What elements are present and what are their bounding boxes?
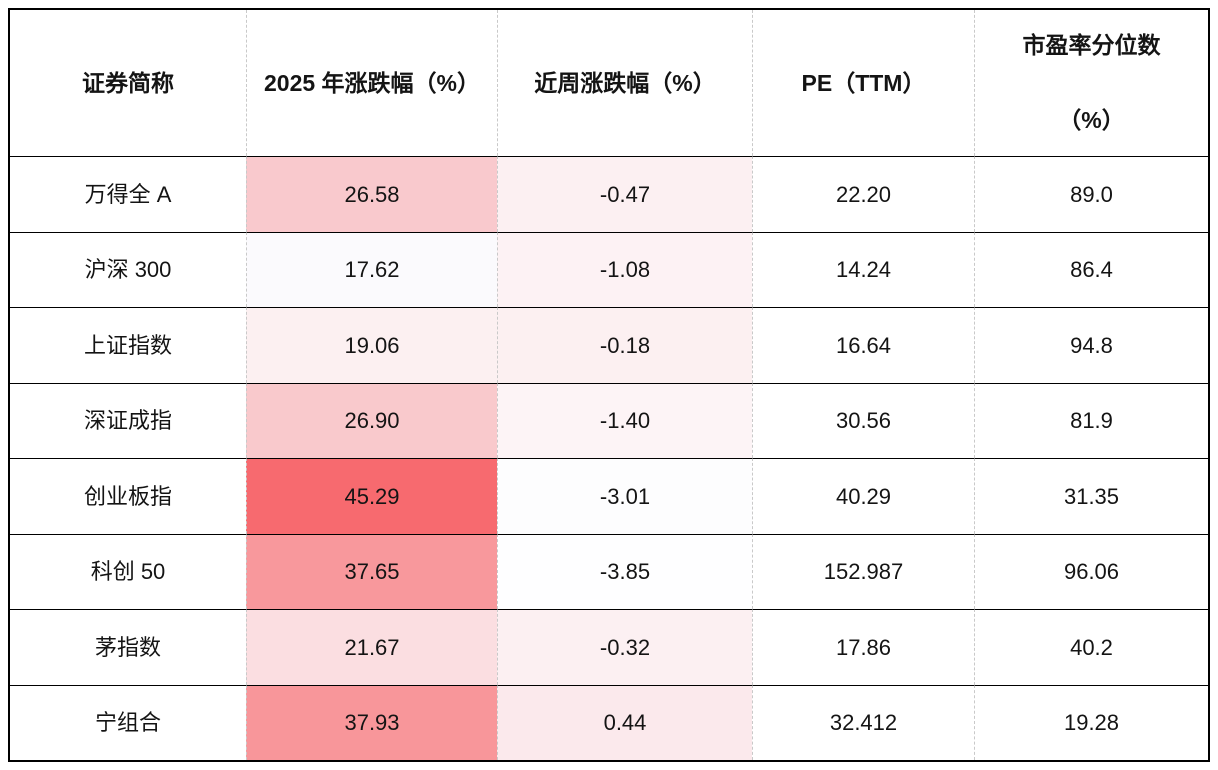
cell-pe-ttm: 17.86 [752, 609, 974, 685]
cell-name: 万得全 A [10, 156, 246, 232]
cell-week-change: 0.44 [497, 684, 752, 760]
cell-pe-percentile: 89.0 [974, 156, 1208, 232]
cell-pe-percentile: 94.8 [974, 307, 1208, 383]
cell-pe-ttm: 40.29 [752, 458, 974, 534]
cell-name: 科创 50 [10, 533, 246, 610]
header-pe-ttm: PE（TTM） [752, 10, 974, 156]
cell-ytd-change: 45.29 [246, 458, 497, 534]
cell-ytd-change: 19.06 [246, 307, 497, 383]
cell-pe-percentile: 86.4 [974, 231, 1208, 307]
cell-pe-percentile: 96.06 [974, 533, 1208, 609]
cell-name: 深证成指 [10, 382, 246, 459]
cell-week-change: -1.08 [497, 231, 752, 307]
cell-pe-ttm: 16.64 [752, 307, 974, 383]
header-security-name: 证券简称 [82, 69, 174, 96]
cell-pe-percentile: 81.9 [974, 382, 1208, 458]
cell-pe-ttm: 32.412 [752, 684, 974, 760]
cell-pe-ttm: 14.24 [752, 231, 974, 307]
cell-week-change: -1.40 [497, 382, 752, 458]
cell-pe-ttm: 22.20 [752, 156, 974, 232]
cell-pe-percentile: 31.35 [974, 458, 1208, 534]
cell-ytd-change: 17.62 [246, 231, 497, 307]
cell-name: 沪深 300 [10, 231, 246, 308]
header-ytd-change: 2025 年涨跌幅（%） [246, 10, 497, 156]
header-week-change: 近周涨跌幅（%） [497, 10, 752, 156]
cell-week-change: -0.47 [497, 156, 752, 232]
cell-pe-percentile: 19.28 [974, 684, 1208, 760]
cell-ytd-change: 37.93 [246, 684, 497, 760]
cell-ytd-change: 21.67 [246, 609, 497, 685]
cell-ytd-change: 26.58 [246, 156, 497, 232]
header-pe-percentile-line1: 市盈率分位数 [1022, 32, 1161, 59]
index-performance-table: 证券简称 2025 年涨跌幅（%） 近周涨跌幅（%） PE（TTM） 市盈率分位… [8, 8, 1210, 762]
cell-name: 茅指数 [10, 609, 246, 685]
cell-week-change: -3.01 [497, 458, 752, 534]
header-pe-percentile: 市盈率分位数 （%） [974, 10, 1208, 156]
cell-name: 上证指数 [10, 307, 246, 383]
cell-ytd-change: 26.90 [246, 382, 497, 458]
cell-week-change: -0.32 [497, 609, 752, 685]
cell-pe-ttm: 152.987 [752, 533, 974, 609]
cell-name: 创业板指 [10, 458, 246, 534]
cell-week-change: -3.85 [497, 533, 752, 609]
cell-week-change: -0.18 [497, 307, 752, 383]
cell-ytd-change: 37.65 [246, 533, 497, 609]
header-pe-percentile-line2: （%） [1058, 107, 1125, 133]
cell-pe-ttm: 30.56 [752, 382, 974, 458]
cell-name: 宁组合 [10, 684, 246, 761]
cell-pe-percentile: 40.2 [974, 609, 1208, 685]
